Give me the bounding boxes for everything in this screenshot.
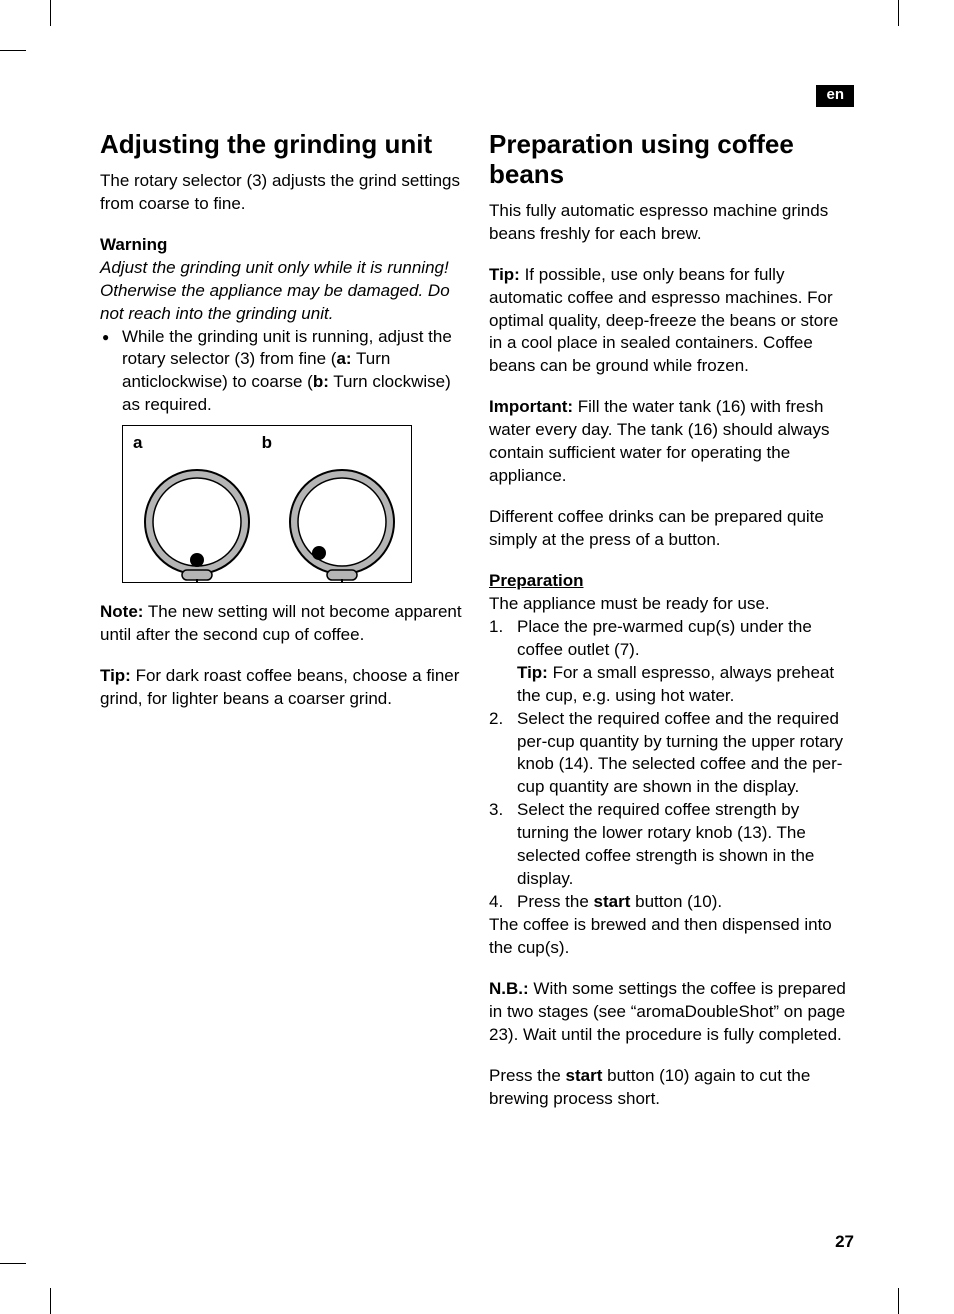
body-text: Place the pre-warmed cup(s) under the co… (517, 617, 812, 659)
note-label: Note: (100, 602, 143, 621)
body-text: For a small espresso, always pre­heat th… (517, 663, 834, 705)
right-column: Preparation using coffee beans This full… (489, 130, 854, 1111)
ref-label-b: b: (313, 372, 329, 391)
two-column-layout: Adjusting the grinding unit The rotary s… (100, 130, 854, 1111)
dial-a-icon (137, 457, 252, 582)
note-paragraph: Note: The new setting will not become ap… (100, 601, 465, 647)
dial-b-icon (282, 457, 397, 582)
page-content: en Adjusting the grinding unit The rotar… (100, 85, 854, 1254)
warning-label: Warning (100, 234, 465, 257)
body-text: Press the (489, 1066, 566, 1085)
bullet-list: While the grinding unit is running, adju… (100, 326, 465, 418)
start-button-ref: start (594, 892, 631, 911)
nb-paragraph: N.B.: With some settings the coffee is p… (489, 978, 854, 1047)
body-text: Press the (517, 892, 594, 911)
tip-label: Tip: (489, 265, 520, 284)
crop-mark (50, 0, 51, 26)
page-number: 27 (835, 1231, 854, 1254)
left-column: Adjusting the grinding unit The rotary s… (100, 130, 465, 1111)
crop-mark (0, 1263, 26, 1264)
section-heading: Adjusting the grinding unit (100, 130, 465, 160)
body-text: For dark roast coffee beans, choose a fi… (100, 666, 459, 708)
start-button-ref: start (566, 1066, 603, 1085)
subheading: Preparation (489, 570, 854, 593)
page-frame: en Adjusting the grinding unit The rotar… (0, 0, 954, 1314)
body-text: The new setting will not become ap­paren… (100, 602, 462, 644)
list-item: Select the required coffee and the re­qu… (489, 708, 854, 800)
body-text: If possible, use only beans for fully au… (489, 265, 838, 376)
crop-mark (0, 50, 26, 51)
figure-label-b: b (262, 432, 391, 455)
tip-label: Tip: (100, 666, 131, 685)
body-text: The appliance must be ready for use. (489, 593, 854, 616)
list-item: Select the required coffee strength by t… (489, 799, 854, 891)
dials-row (133, 455, 401, 582)
body-text: button (10). (630, 892, 722, 911)
figure-label-a: a (133, 432, 262, 455)
dial-figure: a b (122, 425, 412, 583)
important-label: Important: (489, 397, 573, 416)
body-text: The coffee is brewed and then dispensed … (489, 914, 854, 960)
important-paragraph: Important: Fill the water tank (16) with… (489, 396, 854, 488)
tip-paragraph: Tip: If possible, use only beans for ful… (489, 264, 854, 379)
language-badge: en (816, 85, 854, 107)
nb-label: N.B.: (489, 979, 529, 998)
list-item: Place the pre-warmed cup(s) under the co… (489, 616, 854, 708)
body-text: Different coffee drinks can be prepared … (489, 506, 854, 552)
tip-label: Tip: (517, 663, 548, 682)
crop-mark (50, 1288, 51, 1314)
body-text: With some settings the coffee is pre­par… (489, 979, 846, 1044)
tip-paragraph: Tip: For dark roast coffee beans, choose… (100, 665, 465, 711)
crop-mark (898, 1288, 899, 1314)
section-heading: Preparation using coffee beans (489, 130, 854, 190)
numbered-list: Place the pre-warmed cup(s) under the co… (489, 616, 854, 914)
list-item: Press the start button (10). (489, 891, 854, 914)
body-text: This fully automatic espresso machine gr… (489, 200, 854, 246)
list-item: While the grinding unit is running, adju… (100, 326, 465, 418)
ref-label-a: a: (336, 349, 351, 368)
body-text: While the grinding unit is running, adju… (122, 327, 452, 369)
body-text: The rotary selector (3) adjusts the grin… (100, 170, 465, 216)
crop-mark (898, 0, 899, 26)
warning-body: Adjust the grinding unit only while it i… (100, 257, 465, 326)
figure-labels: a b (133, 432, 401, 455)
body-text: Press the start button (10) again to cut… (489, 1065, 854, 1111)
